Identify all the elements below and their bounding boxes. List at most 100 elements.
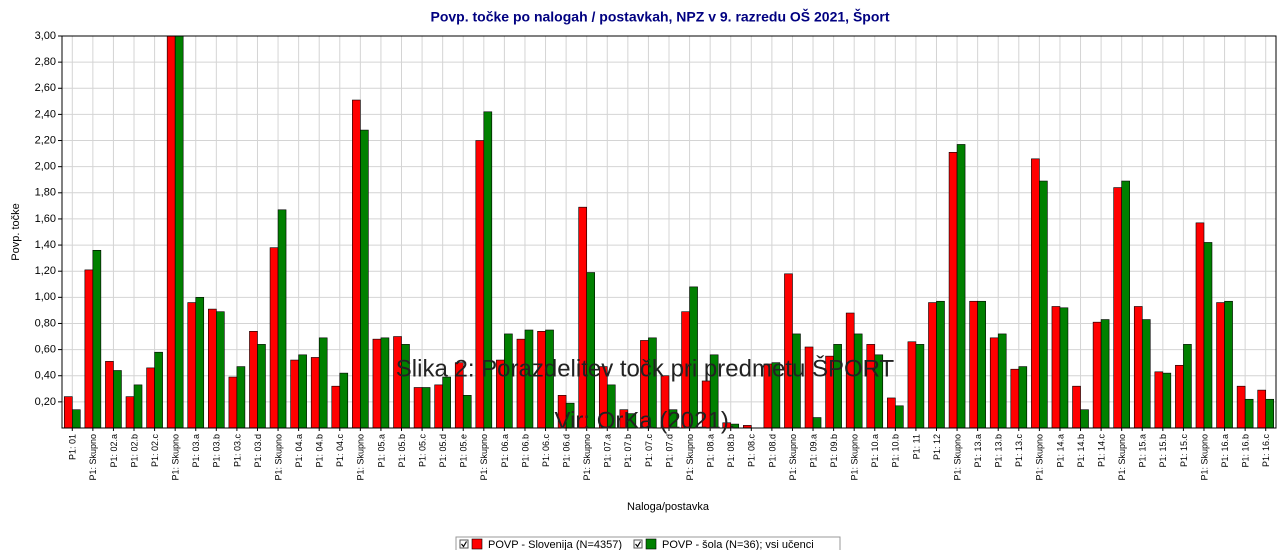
x-tick-label: P1: Skupno <box>788 434 798 481</box>
bar <box>187 302 197 429</box>
y-tick-label: 1,40 <box>35 239 56 251</box>
x-tick-label: P1: 03.c <box>232 434 242 468</box>
bar <box>977 300 986 429</box>
bar <box>310 357 320 429</box>
bar <box>1010 368 1020 429</box>
x-tick-label: P1: Skupno <box>850 434 860 481</box>
y-tick-label: 2,00 <box>35 161 56 173</box>
bar <box>236 366 246 429</box>
bar <box>290 359 299 429</box>
bar <box>1154 371 1164 429</box>
bar <box>105 361 114 429</box>
x-tick-label: P1: 14.c <box>1096 434 1106 468</box>
legend-label: POVP - šola (N=36); vsi učenci <box>662 539 814 550</box>
bar <box>92 249 102 429</box>
bar <box>462 395 472 429</box>
x-tick-label: P1: 15.c <box>1179 434 1189 468</box>
x-tick-label: P1: Skupno <box>356 434 366 481</box>
x-tick-label: P1: 05.c <box>417 434 427 468</box>
bar <box>298 354 307 429</box>
x-tick-label: P1: 03.a <box>191 434 201 468</box>
bar <box>475 140 485 429</box>
x-tick-label: P1: 16.c <box>1261 434 1271 468</box>
plot: 0,20 0,40 0,60 0,80 1,00 1,20 1,40 1,60 1,80 2,00… <box>35 30 1277 481</box>
legend-check <box>635 541 642 548</box>
y-tick-label: 3,00 <box>35 30 56 42</box>
x-tick-label: P1: 15.a <box>1138 434 1148 468</box>
bar <box>516 338 526 429</box>
bar <box>1072 385 1081 429</box>
bar <box>216 311 225 429</box>
y-tick-label: 2,20 <box>35 134 56 146</box>
bar <box>360 129 369 429</box>
x-tick-label: P1: 06.d <box>561 434 571 468</box>
x-tick-label: P1: 05.b <box>397 434 407 468</box>
x-tick-label: P1: 14.a <box>1055 434 1065 468</box>
x-tick-label: P1: Skupno <box>1035 434 1045 481</box>
x-tick-label: P1: 09.a <box>808 434 818 468</box>
x-tick-label: P1: Skupno <box>1117 434 1127 481</box>
source: Vir: OrKa (2021). <box>555 407 736 434</box>
bar <box>421 387 431 429</box>
x-tick-label: P1: 15.b <box>1158 434 1168 468</box>
bar <box>154 351 163 429</box>
x-tick-label: P1: 08.d <box>767 434 777 468</box>
y-tick-label: 1,60 <box>35 213 56 225</box>
bar <box>1162 372 1172 429</box>
bar <box>113 370 122 429</box>
bar <box>586 272 595 429</box>
bar <box>84 269 94 429</box>
y-tick-label: 1,20 <box>35 265 56 277</box>
x-tick-label: P1: Skupno <box>273 434 283 481</box>
y-tick-label: 0,40 <box>35 370 56 382</box>
x-tick-label: P1: 04.b <box>315 434 325 468</box>
caption: Slika 2: Porazdelitev točk pri predmetu … <box>396 354 895 382</box>
y-tick-label: 2,80 <box>35 56 56 68</box>
bar <box>133 384 143 429</box>
x-tick-label: P1: 04.c <box>335 434 345 468</box>
x-tick-label: P1: 13.a <box>973 434 983 468</box>
bar <box>1175 364 1184 429</box>
bar <box>195 297 205 429</box>
bar <box>228 376 238 429</box>
bar <box>1236 385 1246 429</box>
x-tick-label: P1: 02.b <box>129 434 139 468</box>
bar <box>1121 180 1130 429</box>
x-tick-label: P1: 06.a <box>500 434 510 468</box>
bar <box>1265 398 1275 429</box>
bar <box>146 367 155 429</box>
bar <box>372 338 382 429</box>
x-tick-label: P1: 05.e <box>459 434 469 468</box>
bar <box>907 341 917 429</box>
y-tick-label: 2,60 <box>35 82 56 94</box>
x-tick-label: P1: 13.b <box>994 434 1004 468</box>
x-tick-label: P1: 06.b <box>520 434 530 468</box>
bar <box>277 209 287 429</box>
bar <box>1080 409 1089 429</box>
bar <box>784 273 793 429</box>
x-tick-label: P1: 05.a <box>376 434 386 468</box>
legend-checkbox <box>459 539 469 549</box>
bar <box>1039 180 1048 429</box>
x-tick-label: P1: Skupno <box>1199 434 1209 481</box>
x-tick-label: P1: Skupno <box>479 434 489 481</box>
bar <box>1244 398 1254 429</box>
x-tick-label: P1: 14.b <box>1076 434 1086 468</box>
legend-swatch <box>471 538 483 550</box>
bar <box>1113 187 1122 429</box>
legend-label: POVP - Slovenija (N=4357) <box>488 539 622 550</box>
y-tick-label: 2,40 <box>35 108 56 120</box>
bar <box>1018 366 1028 429</box>
x-tick-label: P1: 07.b <box>623 434 633 468</box>
x-tick-label: P1: Skupno <box>88 434 98 481</box>
bar <box>1257 389 1267 429</box>
x-tick-label: P1: 11 <box>911 434 921 459</box>
bar <box>915 344 925 429</box>
bar <box>331 385 341 429</box>
x-tick-label: P1: 07.c <box>644 434 654 468</box>
bar <box>1141 319 1151 429</box>
bar <box>257 344 266 429</box>
x-tick-label: P1: 08.a <box>706 434 716 468</box>
bar <box>948 151 958 429</box>
